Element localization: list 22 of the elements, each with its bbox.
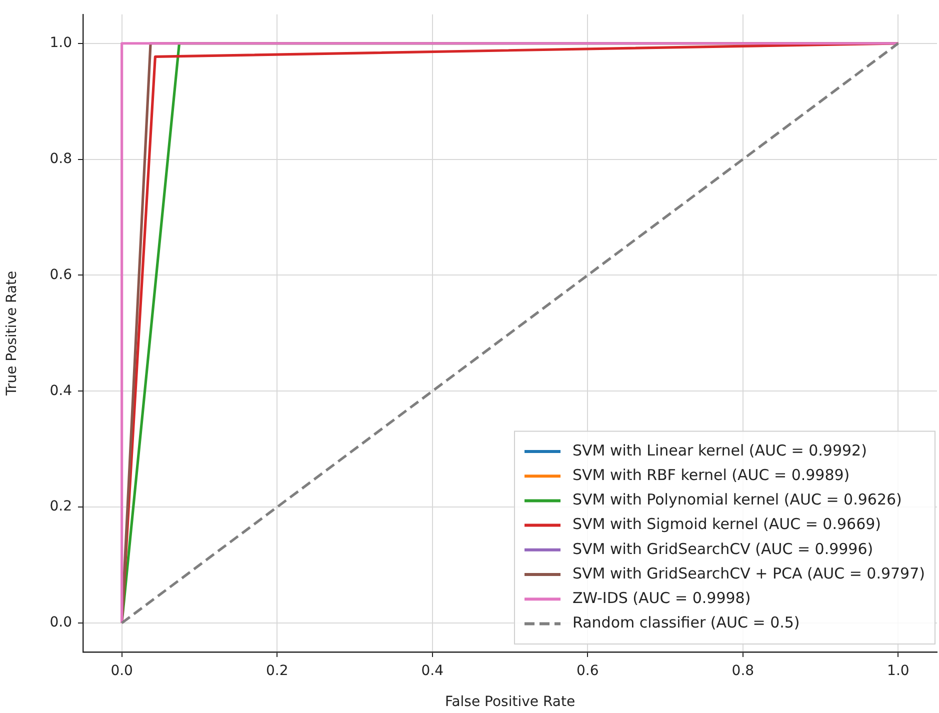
- legend-label: SVM with GridSearchCV + PCA (AUC = 0.9797): [572, 564, 926, 582]
- x-tick-label: 0.2: [266, 663, 288, 680]
- y-tick-label: 1.0: [50, 35, 72, 52]
- x-tick-label: 0.4: [421, 663, 444, 680]
- legend-label: SVM with Sigmoid kernel (AUC = 0.9669): [572, 515, 882, 534]
- x-tick-label: 0.0: [110, 663, 133, 680]
- legend-label: SVM with Polynomial kernel (AUC = 0.9626): [572, 490, 902, 509]
- y-tick-label: 0.0: [50, 614, 72, 631]
- x-axis-title: False Positive Rate: [444, 694, 576, 710]
- y-tick-label: 0.8: [50, 150, 72, 167]
- x-tick-label: 0.6: [576, 663, 599, 680]
- legend-label: SVM with GridSearchCV (AUC = 0.9996): [572, 540, 874, 558]
- x-tick-label: 1.0: [887, 663, 910, 680]
- y-axis-title: True Positive Rate: [4, 270, 20, 397]
- legend-label: ZW-IDS (AUC = 0.9998): [572, 588, 751, 607]
- y-tick-label: 0.6: [50, 266, 72, 283]
- x-tick-label: 0.8: [732, 663, 754, 680]
- y-tick-label: 0.2: [50, 498, 72, 515]
- legend-label: SVM with RBF kernel (AUC = 0.9989): [572, 466, 850, 484]
- legend-label: Random classifier (AUC = 0.5): [572, 614, 800, 632]
- y-tick-label: 0.4: [50, 382, 72, 399]
- legend-label: SVM with Linear kernel (AUC = 0.9992): [572, 441, 867, 460]
